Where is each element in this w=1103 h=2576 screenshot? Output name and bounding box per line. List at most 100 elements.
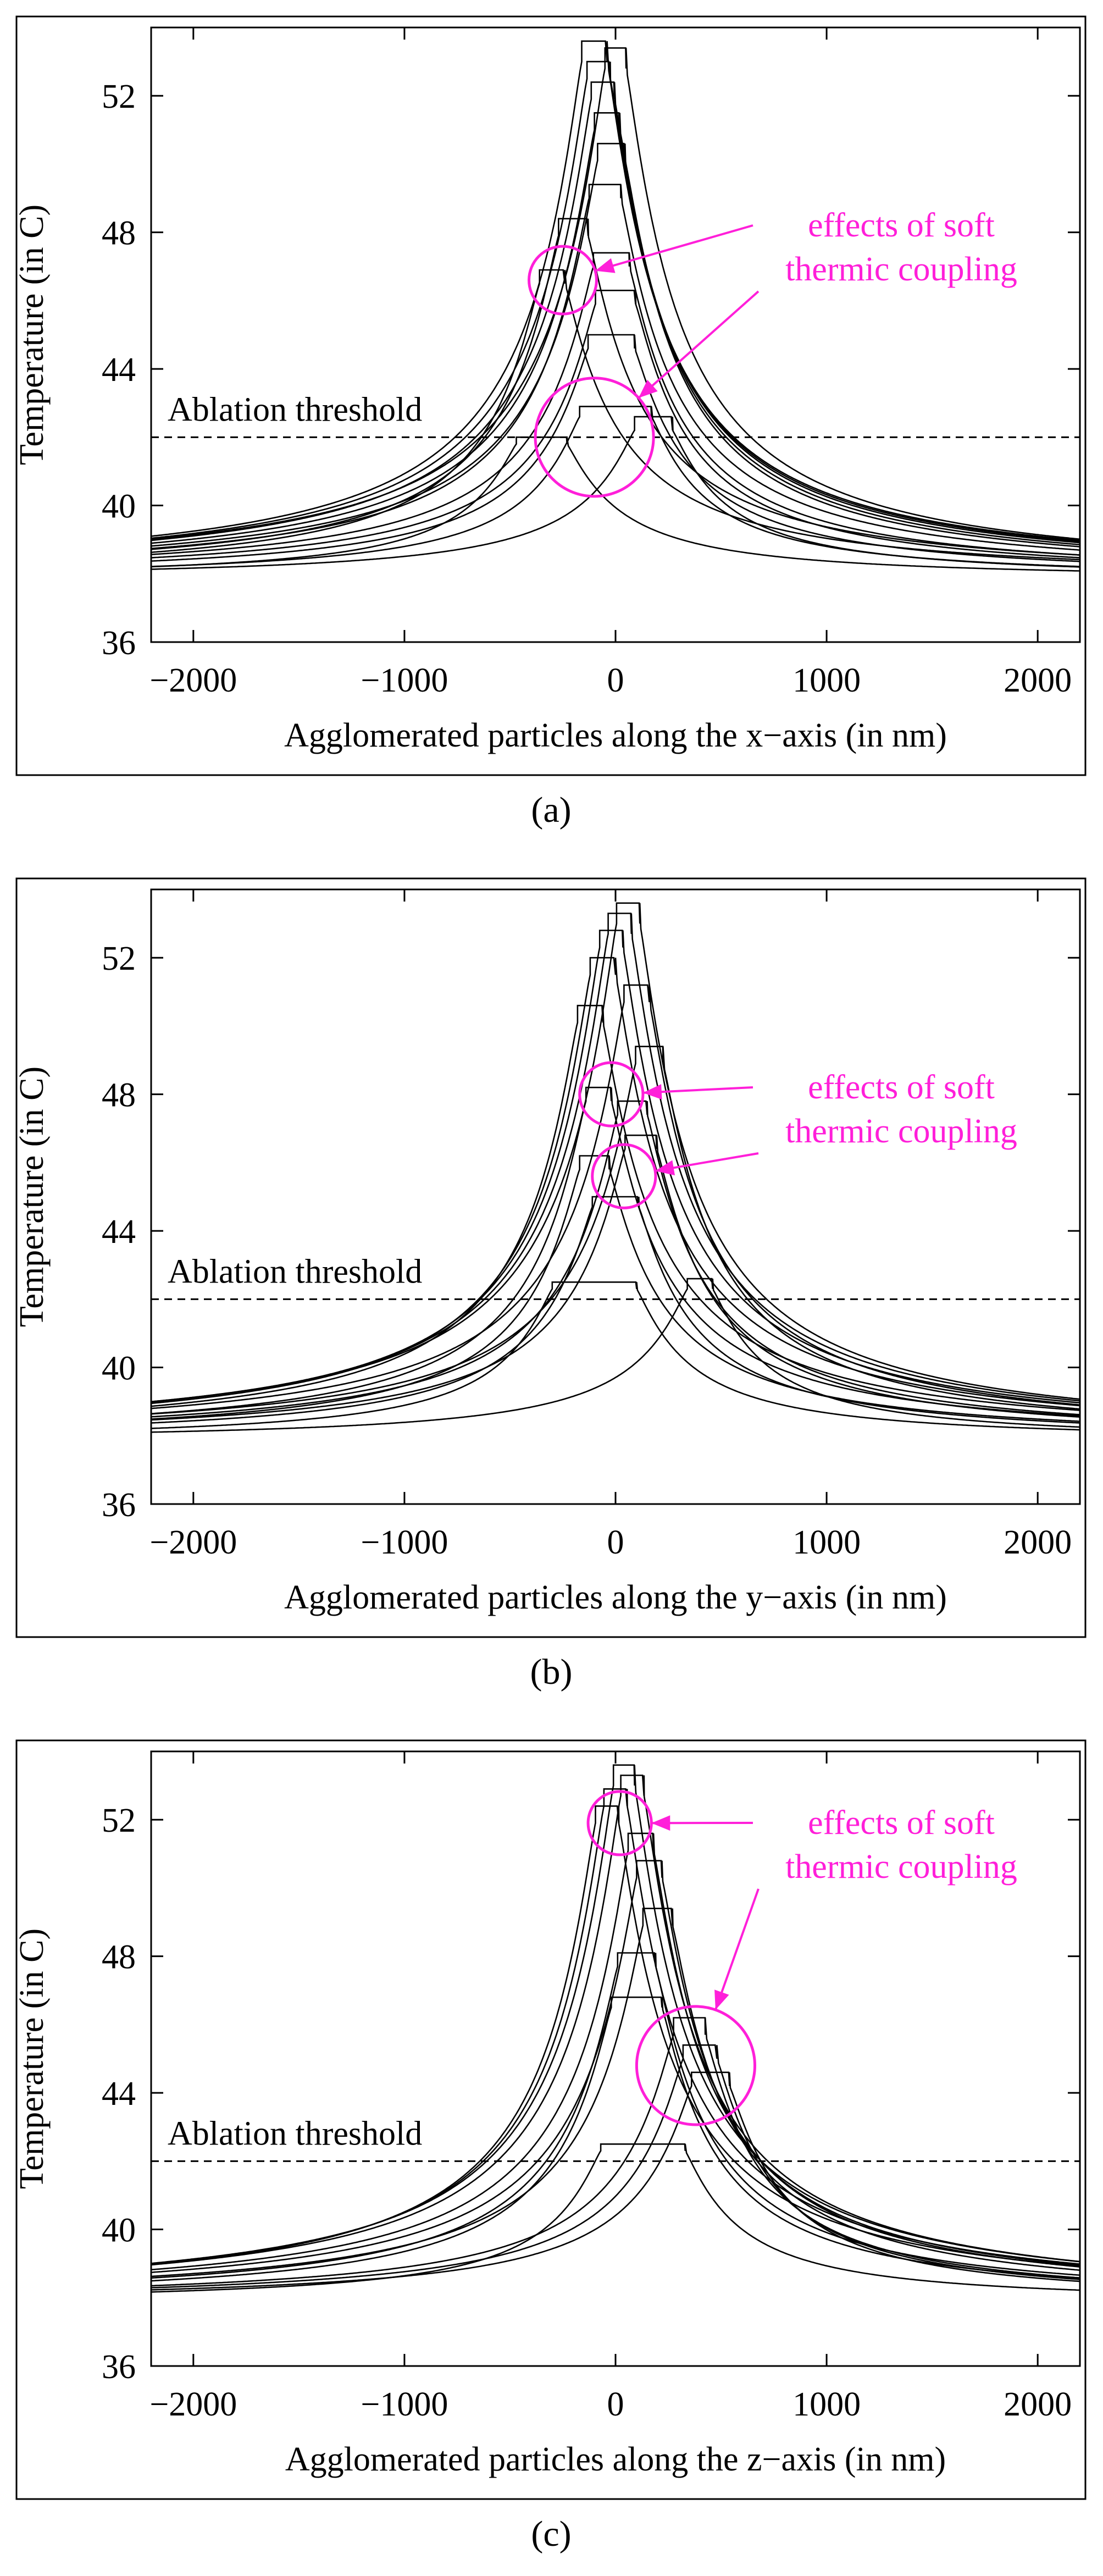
y-tick-label: 44 [102,351,136,389]
annotation-arrowhead-1 [595,258,616,273]
series-line-1 [151,40,1080,541]
x-tick-label: 0 [607,662,624,699]
plot-area [150,1750,1081,2367]
annotation-circle-2 [635,2005,757,2126]
annotation-arrowhead-1 [642,1084,662,1100]
annotation-circle-1 [528,245,598,316]
annotation-arrowhead-2 [638,379,658,398]
series-line-10 [151,1134,1080,1421]
y-tick-label: 40 [102,2212,136,2249]
series-line-4 [151,81,1080,544]
ablation-threshold-label: Ablation threshold [168,1253,422,1290]
series-line-13 [151,1278,1080,1433]
x-tick-label: −2000 [149,2386,237,2423]
series-line-6 [151,1004,1080,1411]
annotation-text-line-2: thermic coupling [785,1848,1017,1886]
series-line-12 [151,334,1080,562]
x-tick-label: −2000 [149,662,237,699]
ablation-threshold-label: Ablation threshold [168,2115,422,2152]
annotation-circle-2 [534,377,655,498]
panel-caption: (c) [531,2514,571,2554]
y-tick-label: 48 [102,1077,136,1114]
y-axis-title: Temperature (in C) [13,204,51,465]
y-tick-label: 36 [102,1486,136,1524]
series-line-2 [151,47,1080,540]
series-line-4 [151,1805,1080,2267]
series-group [151,40,1080,572]
x-tick-label: −1000 [361,2386,448,2423]
y-tick-label: 36 [102,624,136,662]
series-line-9 [151,1100,1080,1418]
series-line-6 [151,1860,1080,2273]
x-tick-label: −1000 [361,662,448,699]
y-tick-label: 48 [102,215,136,252]
annotation-text-line-2: thermic coupling [785,1113,1017,1150]
x-tick-label: 1000 [792,662,861,699]
annotation-arrow-2 [714,1888,760,2010]
y-tick-label: 44 [102,2075,136,2113]
panel-frame [15,1739,1087,2500]
y-tick-label: 40 [102,488,136,526]
x-tick-label: 2000 [1004,662,1072,699]
series-line-5 [151,1832,1080,2271]
series-line-3 [151,60,1080,543]
series-line-9 [151,252,1080,556]
x-tick-label: 1000 [792,1524,861,1561]
y-tick-label: 36 [102,2348,136,2386]
x-axis-title: Agglomerated particles along the x−axis … [284,717,947,754]
series-line-5 [151,112,1080,546]
series-line-6 [151,142,1080,548]
annotation-circle-1 [578,1061,645,1127]
series-line-11 [151,2071,1080,2291]
annotation-text-line-1: effects of soft [808,1804,995,1842]
y-tick-label: 52 [102,940,136,977]
x-tick-label: 1000 [792,2386,861,2423]
panel-frame [15,877,1087,1638]
series-line-11 [151,269,1080,561]
annotation-text-line-2: thermic coupling [785,251,1017,288]
y-tick-label: 44 [102,1213,136,1251]
series-line-7 [151,1908,1080,2278]
x-axis-title: Agglomerated particles along the z−axis … [285,2441,946,2478]
series-line-7 [151,1046,1080,1415]
annotation-arrow-1 [595,224,753,272]
annotation-circle-1 [586,1790,653,1856]
y-axis-title: Temperature (in C) [13,1066,51,1327]
series-line-12 [151,1996,1080,2282]
annotation-text-line-1: effects of soft [808,207,995,244]
series-line-14 [151,1281,1080,1431]
annotation-arrow-2 [638,290,760,399]
x-tick-label: 0 [607,2386,624,2423]
series-line-9 [151,2017,1080,2287]
panel-caption: (b) [530,1652,573,1692]
series-line-3 [151,930,1080,1404]
y-tick-label: 52 [102,78,136,115]
series-line-10 [151,2044,1080,2288]
series-line-5 [151,984,1080,1409]
chart-panel-3: −2000 −1000 0 1000 2000 36 40 44 48 52 Ablation th… [13,1739,1087,2554]
y-axis-title: Temperature (in C) [13,1928,51,2189]
series-line-10 [151,290,1080,559]
annotation-arrowhead-1 [651,1815,670,1831]
annotation-circle-2 [591,1143,657,1209]
chart-panel-1: −2000 −1000 0 1000 2000 36 40 44 48 52 Ablation th… [13,15,1087,830]
x-tick-label: 2000 [1004,2386,1072,2423]
series-line-12 [151,1196,1080,1424]
series-group [151,1764,1080,2293]
series-line-11 [151,1155,1080,1422]
x-tick-label: 2000 [1004,1524,1072,1561]
x-tick-label: −1000 [361,1524,448,1561]
series-group [151,902,1080,1433]
series-line-2 [151,913,1080,1403]
series-line-8 [151,184,1080,551]
series-line-13 [151,2143,1080,2293]
y-tick-label: 52 [102,1802,136,1839]
x-tick-label: −2000 [149,1524,237,1561]
annotation-arrowhead-2 [714,1989,729,2010]
x-tick-label: 0 [607,1524,624,1561]
annotation-arrowhead-2 [655,1160,675,1176]
series-line-15 [151,436,1080,572]
panel-caption: (a) [531,790,571,830]
y-tick-label: 40 [102,1350,136,1387]
